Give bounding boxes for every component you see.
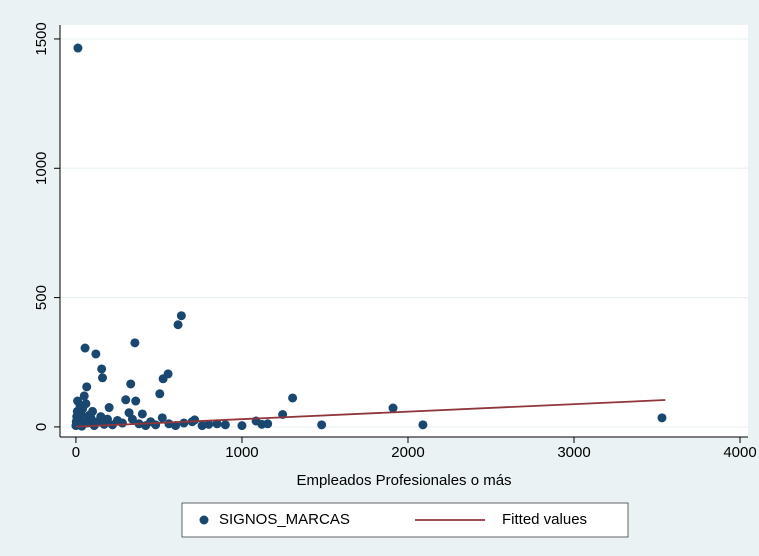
x-tick-label: 1000 — [225, 444, 258, 461]
y-tick-label: 500 — [33, 285, 50, 310]
x-tick-label: 4000 — [723, 444, 756, 461]
point — [171, 421, 181, 431]
plot-area — [60, 25, 748, 437]
point — [137, 409, 147, 419]
point — [657, 413, 667, 423]
point — [204, 419, 214, 429]
point — [151, 420, 161, 430]
point — [288, 393, 298, 403]
legend-box — [181, 502, 629, 538]
point — [317, 420, 327, 430]
point — [117, 418, 127, 428]
point — [126, 379, 136, 389]
x-tick-label: 3000 — [557, 444, 590, 461]
point — [263, 419, 273, 429]
point — [176, 311, 186, 321]
point — [82, 382, 92, 392]
legend-label: SIGNOS_MARCAS — [219, 511, 350, 528]
point — [131, 396, 141, 406]
point — [418, 420, 428, 430]
point — [157, 413, 167, 423]
point — [130, 338, 140, 348]
fitted-line — [75, 399, 666, 428]
x-tick-label: 0 — [72, 444, 80, 461]
point — [212, 419, 222, 429]
point — [179, 418, 189, 428]
point — [155, 389, 165, 399]
y-tick-label: 1000 — [33, 152, 50, 185]
point — [88, 406, 98, 416]
point — [91, 349, 101, 359]
x-tick-label: 2000 — [391, 444, 424, 461]
point — [127, 414, 137, 424]
legend-label: Fitted values — [502, 511, 587, 528]
point — [104, 403, 114, 413]
point — [98, 373, 108, 383]
y-tick-label: 1500 — [33, 22, 50, 55]
point — [237, 421, 247, 431]
legend-marker — [199, 515, 209, 525]
point — [220, 420, 230, 430]
point — [97, 364, 107, 374]
point — [190, 415, 200, 425]
point — [388, 403, 398, 413]
point — [79, 391, 89, 401]
point — [80, 343, 90, 353]
point — [73, 43, 83, 53]
y-tick-label: 0 — [33, 423, 50, 431]
x-axis-title: Empleados Profesionales o más — [296, 472, 511, 489]
point — [173, 320, 183, 330]
point — [158, 374, 168, 384]
point — [81, 399, 91, 409]
point — [121, 395, 131, 405]
